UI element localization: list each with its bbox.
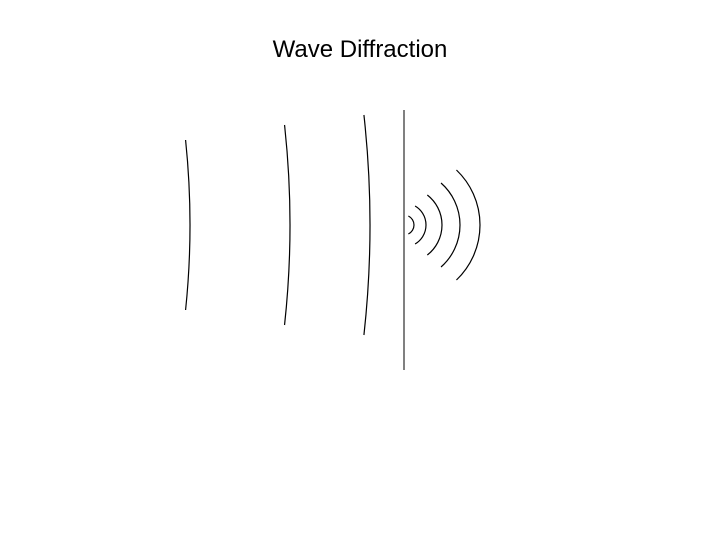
- incoming-wavefront-1: [285, 125, 290, 325]
- diffracted-wavefront-1: [415, 206, 426, 244]
- incoming-wavefront-0: [364, 115, 370, 335]
- wave-diffraction-diagram: [0, 0, 720, 540]
- diffracted-wavefront-2: [427, 195, 442, 255]
- diffracted-wavefront-0: [408, 216, 414, 234]
- incoming-wavefront-2: [186, 140, 190, 310]
- diffracted-wavefront-3: [441, 183, 460, 267]
